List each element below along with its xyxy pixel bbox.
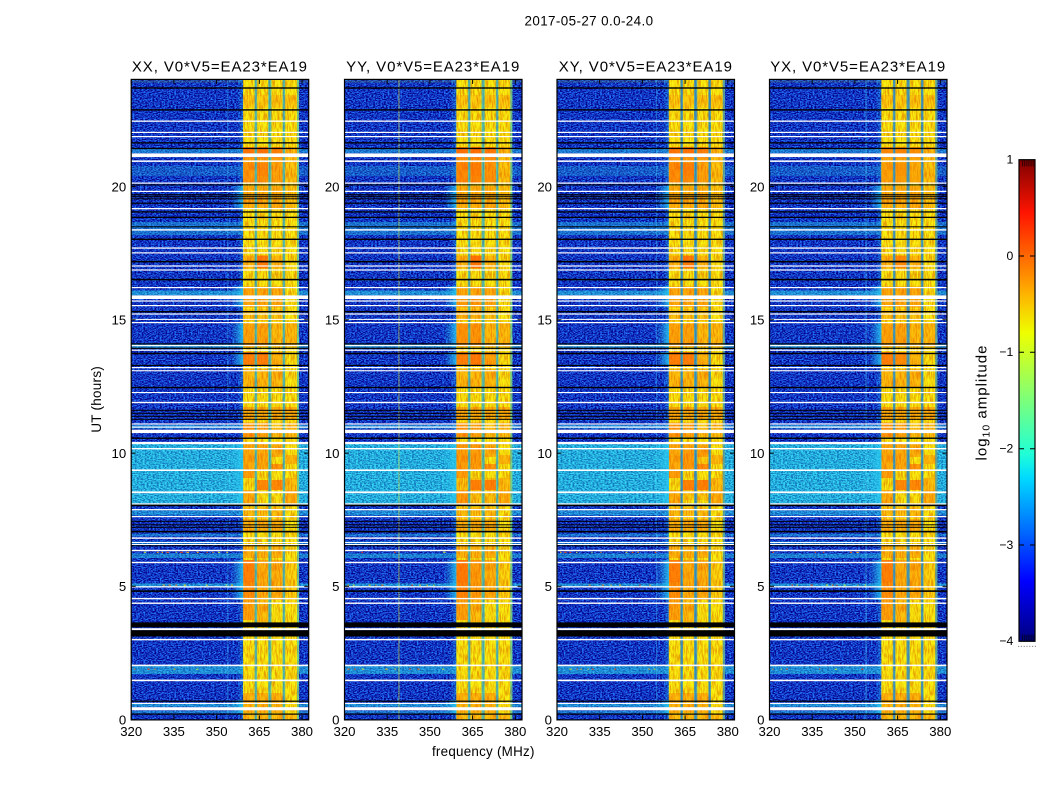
- svg-text:335: 335: [376, 724, 398, 739]
- svg-text:350: 350: [844, 724, 866, 739]
- svg-text:365: 365: [248, 724, 270, 739]
- svg-text:XY, V0*V5=EA23*EA19: XY, V0*V5=EA23*EA19: [559, 59, 733, 76]
- svg-text:320: 320: [758, 724, 780, 739]
- svg-text:380: 380: [929, 724, 951, 739]
- svg-text:5: 5: [545, 579, 552, 594]
- svg-text:0: 0: [545, 712, 552, 727]
- svg-text:10: 10: [537, 446, 552, 461]
- svg-text:−4: −4: [999, 634, 1013, 648]
- svg-text:380: 380: [504, 724, 526, 739]
- svg-text:380: 380: [717, 724, 739, 739]
- svg-text:5: 5: [119, 579, 126, 594]
- svg-text:XX, V0*V5=EA23*EA19: XX, V0*V5=EA23*EA19: [132, 59, 308, 76]
- svg-text:−3: −3: [999, 538, 1013, 552]
- svg-text:365: 365: [462, 724, 484, 739]
- svg-text:−2: −2: [999, 442, 1013, 456]
- svg-text:20: 20: [750, 179, 765, 194]
- svg-text:10: 10: [750, 446, 765, 461]
- svg-text:log10 amplitude: log10 amplitude: [974, 345, 993, 461]
- svg-text:frequency (MHz): frequency (MHz): [432, 744, 535, 759]
- svg-text:1: 1: [1007, 153, 1014, 167]
- svg-text:320: 320: [333, 724, 355, 739]
- svg-text:10: 10: [325, 446, 340, 461]
- svg-text:−1: −1: [999, 345, 1013, 359]
- svg-text:350: 350: [206, 724, 228, 739]
- svg-text:20: 20: [112, 179, 127, 194]
- svg-text:2017-05-27 0.0-24.0: 2017-05-27 0.0-24.0: [525, 14, 654, 29]
- svg-text:0: 0: [119, 712, 126, 727]
- svg-text:10: 10: [112, 446, 127, 461]
- svg-text:15: 15: [537, 313, 552, 328]
- svg-text:320: 320: [546, 724, 568, 739]
- svg-text:365: 365: [674, 724, 696, 739]
- svg-text:20: 20: [537, 179, 552, 194]
- svg-text:0: 0: [1007, 249, 1014, 263]
- svg-text:15: 15: [325, 313, 340, 328]
- svg-text:0: 0: [332, 712, 339, 727]
- svg-text:380: 380: [291, 724, 313, 739]
- svg-text:15: 15: [112, 313, 127, 328]
- svg-text:5: 5: [757, 579, 764, 594]
- svg-text:350: 350: [419, 724, 441, 739]
- svg-text:15: 15: [750, 313, 765, 328]
- svg-text:YY, V0*V5=EA23*EA19: YY, V0*V5=EA23*EA19: [346, 59, 520, 76]
- svg-text:UT (hours): UT (hours): [89, 366, 104, 433]
- svg-text:320: 320: [120, 724, 142, 739]
- svg-text:5: 5: [332, 579, 339, 594]
- svg-text:0: 0: [757, 712, 764, 727]
- svg-text:335: 335: [163, 724, 185, 739]
- svg-text:YX, V0*V5=EA23*EA19: YX, V0*V5=EA23*EA19: [770, 59, 946, 76]
- svg-text:335: 335: [589, 724, 611, 739]
- svg-text:20: 20: [325, 179, 340, 194]
- svg-text:350: 350: [631, 724, 653, 739]
- svg-text:365: 365: [887, 724, 909, 739]
- svg-text:335: 335: [801, 724, 823, 739]
